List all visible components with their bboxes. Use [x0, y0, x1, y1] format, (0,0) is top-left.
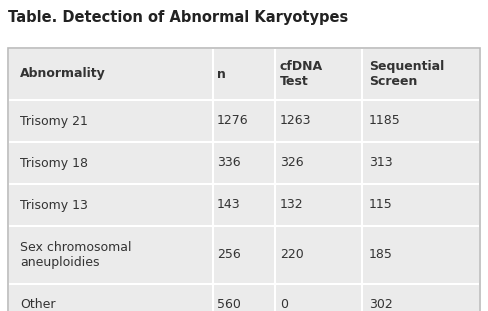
Text: Other: Other [20, 299, 56, 311]
Text: Sequential
Screen: Sequential Screen [369, 60, 445, 88]
Text: 326: 326 [280, 156, 304, 169]
Bar [8, 226, 213, 284]
Bar [213, 142, 275, 184]
Bar [362, 100, 480, 142]
Bar [275, 284, 362, 311]
Bar [213, 284, 275, 311]
Bar [275, 100, 362, 142]
Bar [213, 226, 275, 284]
Bar [8, 142, 213, 184]
Bar [8, 48, 480, 311]
Bar [362, 284, 480, 311]
Bar [8, 100, 213, 142]
Bar [362, 184, 480, 226]
Bar [362, 142, 480, 184]
Text: cfDNA
Test: cfDNA Test [280, 60, 323, 88]
Bar [362, 226, 480, 284]
Text: Sex chromosomal
aneuploidies: Sex chromosomal aneuploidies [20, 241, 132, 269]
Text: 115: 115 [369, 198, 393, 211]
Text: 313: 313 [369, 156, 393, 169]
Text: Trisomy 18: Trisomy 18 [20, 156, 88, 169]
Bar [213, 48, 275, 100]
Text: 185: 185 [369, 248, 393, 262]
Bar [362, 48, 480, 100]
Bar [213, 184, 275, 226]
Text: n: n [217, 67, 226, 81]
Bar [213, 100, 275, 142]
Bar [8, 284, 213, 311]
Bar [275, 142, 362, 184]
Text: Trisomy 21: Trisomy 21 [20, 114, 88, 128]
Text: 132: 132 [280, 198, 304, 211]
Text: 143: 143 [217, 198, 241, 211]
Text: Table. Detection of Abnormal Karyotypes: Table. Detection of Abnormal Karyotypes [8, 10, 348, 25]
Bar [275, 226, 362, 284]
Text: 560: 560 [217, 299, 241, 311]
Text: 1185: 1185 [369, 114, 401, 128]
Text: 0: 0 [280, 299, 288, 311]
Text: 1263: 1263 [280, 114, 311, 128]
Text: Abnormality: Abnormality [20, 67, 106, 81]
Text: 256: 256 [217, 248, 241, 262]
Bar [275, 48, 362, 100]
Text: 220: 220 [280, 248, 304, 262]
Bar [275, 184, 362, 226]
Text: 302: 302 [369, 299, 393, 311]
Text: 336: 336 [217, 156, 241, 169]
Text: Trisomy 13: Trisomy 13 [20, 198, 88, 211]
Bar [8, 48, 213, 100]
Bar [8, 184, 213, 226]
Text: 1276: 1276 [217, 114, 248, 128]
